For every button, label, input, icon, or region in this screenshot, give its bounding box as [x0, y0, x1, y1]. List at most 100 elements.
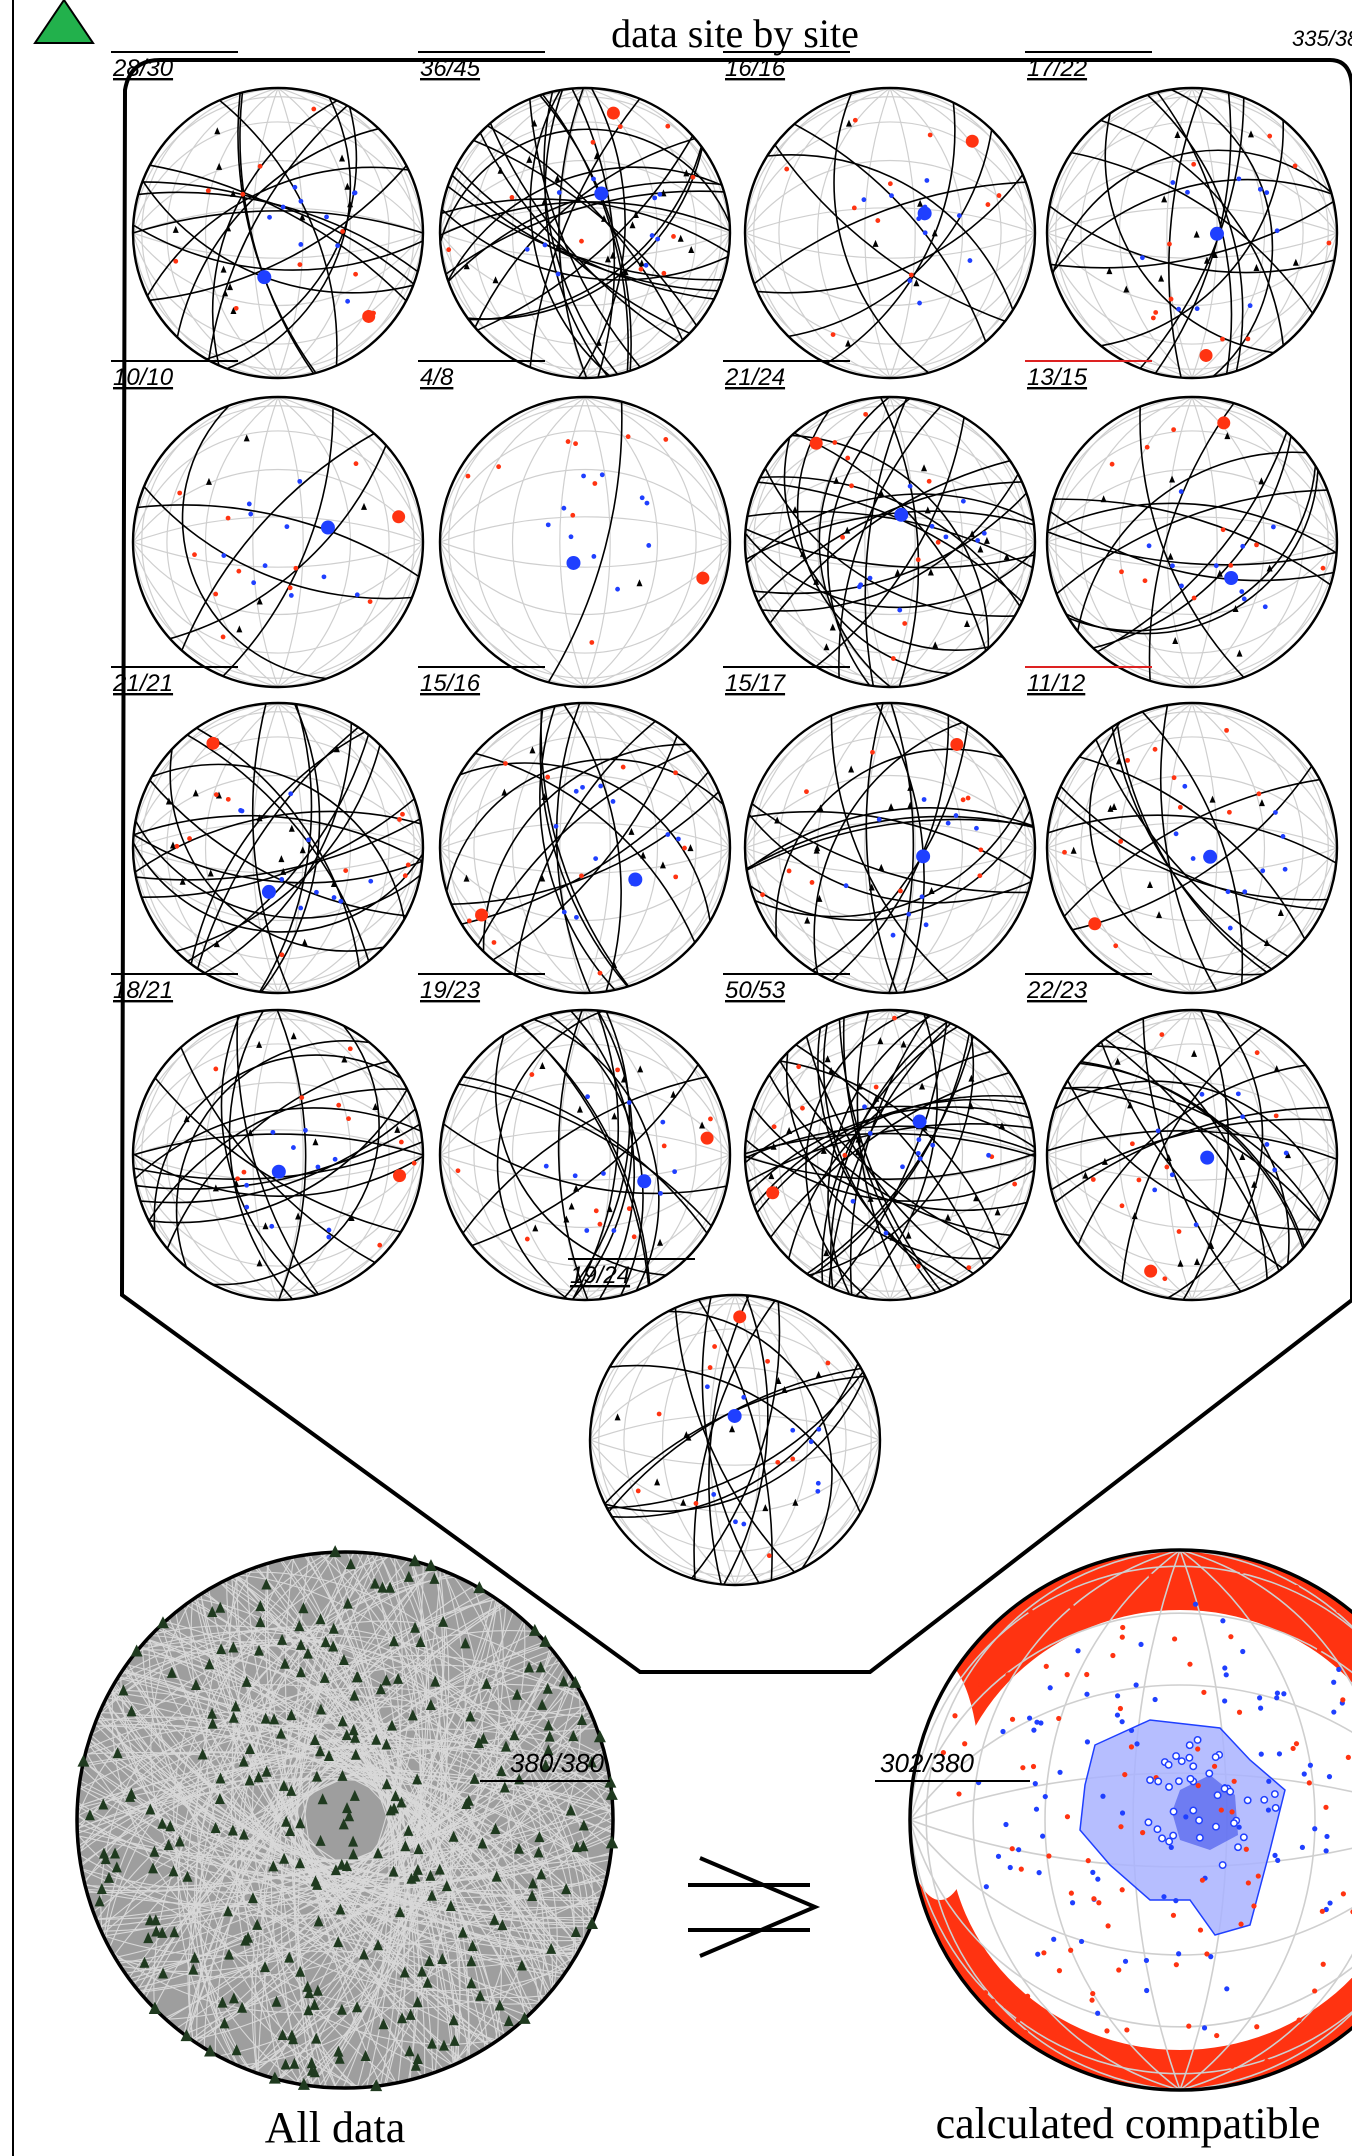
grid-meridian — [889, 88, 916, 378]
blue-point — [1225, 889, 1231, 895]
grid-meridian — [1179, 1550, 1316, 2090]
slip-arrow-icon — [1070, 846, 1077, 854]
fault-great-circle — [295, 1556, 403, 2084]
blue-point — [1100, 1793, 1106, 1799]
red-point — [1109, 461, 1115, 467]
grid-parallel — [440, 1154, 730, 1181]
blue-point — [1143, 1957, 1150, 1964]
red-point — [663, 437, 669, 442]
slip-arrow-icon — [348, 1835, 359, 1847]
blue-point — [338, 898, 344, 904]
slip-arrow-icon — [295, 1965, 306, 1977]
fault-great-circle — [793, 123, 987, 343]
blue-point — [221, 553, 227, 558]
slip-arrow-icon — [629, 221, 636, 229]
slip-arrow-icon — [309, 1998, 320, 2010]
blue-point — [1281, 1691, 1287, 1697]
slip-arrow-icon — [1292, 258, 1299, 266]
red-point — [1316, 1646, 1323, 1653]
blue-point — [1240, 1648, 1246, 1655]
red-point — [565, 439, 571, 444]
grid-meridian — [753, 703, 891, 993]
slip-arrow-icon — [654, 1478, 661, 1486]
fault-great-circle — [1054, 1080, 1331, 1202]
blue-point — [916, 1137, 922, 1143]
grid-parallel — [745, 1018, 1035, 1156]
red-mean-point — [950, 737, 964, 751]
slip-arrow-icon — [543, 1744, 554, 1756]
red-point — [1159, 1032, 1165, 1038]
slip-arrow-icon — [261, 1578, 272, 1590]
red-point — [991, 1686, 998, 1692]
slip-arrow-icon — [337, 1715, 348, 1727]
fault-great-circle — [746, 815, 1034, 870]
fault-great-circle — [723, 1295, 769, 1585]
slip-arrow-icon — [335, 1903, 346, 1915]
grid-meridian — [277, 397, 415, 687]
red-point — [927, 132, 933, 138]
fault-great-circle — [246, 1570, 466, 2070]
stereonet-outline — [588, 1293, 882, 1587]
blue-point — [585, 1094, 590, 1100]
red-point — [213, 792, 219, 798]
blue-mean-point — [594, 186, 609, 201]
red-point — [708, 1116, 713, 1122]
red-point — [863, 411, 869, 417]
slip-arrow-icon — [165, 797, 172, 805]
grid-parallel — [745, 232, 1035, 259]
blue-point — [1227, 925, 1233, 931]
fault-great-circle — [609, 1364, 862, 1514]
fault-great-circle — [1146, 94, 1244, 372]
slip-arrow-icon — [315, 1613, 326, 1625]
grid-parallel — [1047, 847, 1337, 922]
slip-arrow-icon — [786, 1127, 793, 1135]
fault-great-circle — [1047, 814, 1337, 864]
blue-point — [251, 580, 257, 586]
fault-great-circle — [124, 1666, 565, 1975]
slip-arrow-icon — [565, 1804, 576, 1816]
slip-arrow-icon — [278, 855, 285, 863]
blue-point — [981, 530, 987, 536]
fault-great-circle — [1051, 178, 1332, 273]
red-point — [174, 843, 180, 849]
red-point — [1128, 1744, 1135, 1750]
fault-great-circle — [77, 1803, 613, 1862]
slip-arrow-icon — [611, 1112, 618, 1120]
fault-great-circle — [795, 1044, 985, 1266]
grid-meridian — [889, 88, 964, 378]
fault-great-circle — [133, 1153, 423, 1197]
slip-arrow-icon — [151, 1925, 162, 1937]
blue-point — [306, 837, 311, 843]
blue-mean-point — [917, 206, 932, 221]
red-point — [832, 440, 838, 445]
slip-arrow-icon — [112, 1747, 123, 1759]
site-count-label: 15/17 — [725, 670, 787, 697]
grid-parallel — [1047, 541, 1337, 568]
fault-great-circle — [779, 1060, 1002, 1250]
red-point — [347, 1046, 353, 1052]
blue-point — [332, 1156, 338, 1162]
slip-arrow-icon — [317, 1793, 328, 1805]
red-point — [766, 1553, 772, 1559]
fault-great-circle — [1100, 1041, 1284, 1269]
slip-arrow-icon — [301, 938, 308, 946]
stereonet-outline — [743, 395, 1037, 689]
slip-arrow-icon — [889, 1233, 896, 1241]
slip-arrow-icon — [222, 289, 229, 297]
fault-great-circle — [110, 1690, 580, 1951]
red-mean-point — [475, 908, 489, 922]
blue-point — [1183, 1814, 1189, 1820]
slip-arrow-icon — [310, 1875, 321, 1887]
fault-great-circle — [80, 1747, 610, 1865]
slip-arrow-icon — [252, 1918, 263, 1930]
fault-great-circle — [1076, 451, 1307, 632]
slip-arrow-icon — [216, 1643, 227, 1655]
grid-meridian — [1191, 88, 1329, 378]
stereonet-outline — [1045, 701, 1339, 995]
grid-parallel — [910, 1565, 1352, 1821]
slip-arrow-icon — [425, 1698, 436, 1710]
red-point — [1020, 1765, 1026, 1771]
fault-great-circle — [291, 1557, 405, 2083]
slip-arrow-icon — [813, 846, 820, 854]
fault-great-circle — [139, 1647, 551, 1993]
